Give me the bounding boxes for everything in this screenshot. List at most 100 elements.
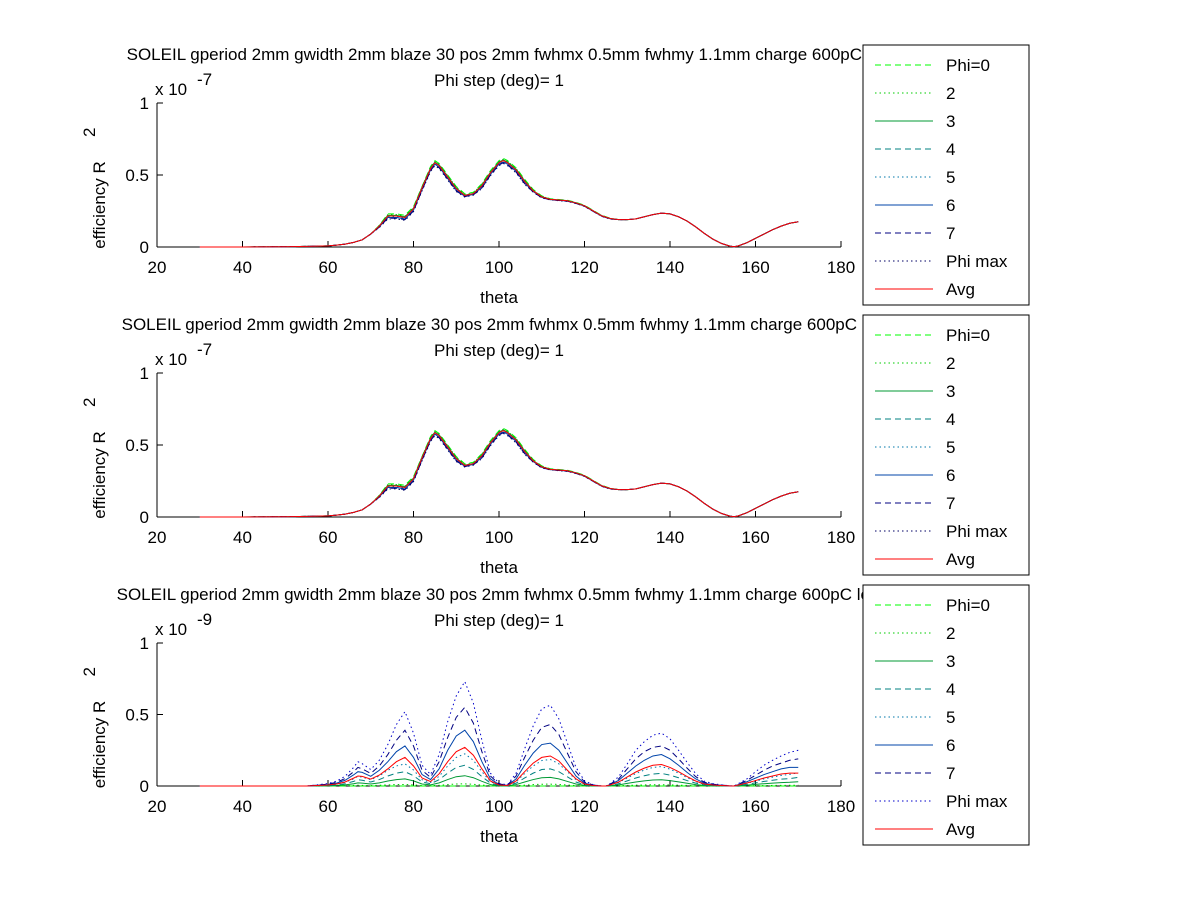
x-tick-label: 60 (319, 258, 338, 277)
legend-label: Avg (946, 820, 975, 839)
y-tick-label: 1 (140, 364, 149, 383)
x-tick-label: 180 (827, 258, 855, 277)
x-tick-label: 100 (485, 797, 513, 816)
legend-label: 3 (946, 112, 955, 131)
series-line-5 (199, 430, 799, 518)
y-tick-label: 0 (140, 777, 149, 796)
y-multiplier: x 10 (155, 350, 187, 369)
series-line-5 (199, 160, 799, 248)
y-axis-label-superscript: 2 (80, 667, 99, 676)
legend-label: 4 (946, 680, 955, 699)
y-tick-label: 0.5 (125, 436, 149, 455)
legend-label: 2 (946, 624, 955, 643)
y-tick-label: 0 (140, 508, 149, 527)
series-line-1 (199, 427, 799, 518)
legend-label: Phi max (946, 792, 1008, 811)
x-tick-label: 20 (148, 528, 167, 547)
x-tick-label: 180 (827, 797, 855, 816)
legend-label: 6 (946, 196, 955, 215)
legend-label: Phi=0 (946, 326, 990, 345)
y-axis-label: efficiency R (90, 431, 109, 519)
series-line-6 (199, 161, 799, 248)
series-line-1 (199, 157, 799, 248)
x-axis-label: theta (480, 288, 518, 307)
chart-subtitle: Phi step (deg)= 1 (434, 611, 564, 630)
legend-label: Avg (946, 550, 975, 569)
y-axis-label-superscript: 2 (80, 398, 99, 407)
y-tick-label: 0.5 (125, 706, 149, 725)
series-line-2 (199, 428, 799, 518)
x-tick-label: 140 (656, 528, 684, 547)
legend-label: 2 (946, 354, 955, 373)
series-line-7 (199, 162, 799, 248)
legend-label: 5 (946, 708, 955, 727)
legend-label: 3 (946, 382, 955, 401)
legend-label: 4 (946, 140, 955, 159)
legend-label: Avg (946, 280, 975, 299)
y-axis-label: efficiency R (90, 701, 109, 789)
legend-label: 5 (946, 168, 955, 187)
legend-label: 2 (946, 84, 955, 103)
series-line-8 (199, 162, 799, 248)
y-tick-label: 1 (140, 634, 149, 653)
legend-label: 5 (946, 438, 955, 457)
x-tick-label: 80 (404, 528, 423, 547)
series-line-9 (199, 430, 799, 518)
series-line-9 (199, 160, 799, 248)
legend-label: 6 (946, 466, 955, 485)
chart-title: SOLEIL gperiod 2mm gwidth 2mm blaze 30 p… (117, 585, 950, 604)
x-tick-label: 40 (233, 797, 252, 816)
x-tick-label: 20 (148, 797, 167, 816)
chart-subtitle: Phi step (deg)= 1 (434, 341, 564, 360)
legend-box (862, 584, 1030, 846)
x-axis-label: theta (480, 558, 518, 577)
x-tick-label: 160 (741, 258, 769, 277)
y-multiplier-exponent: -7 (197, 70, 212, 89)
series-line-8 (199, 432, 799, 518)
x-tick-label: 120 (570, 528, 598, 547)
y-tick-label: 0.5 (125, 166, 149, 185)
x-tick-label: 100 (485, 528, 513, 547)
x-tick-label: 40 (233, 258, 252, 277)
x-tick-label: 80 (404, 797, 423, 816)
y-tick-label: 0 (140, 238, 149, 257)
y-axis-label-group: efficiency R 2 (80, 398, 109, 519)
x-tick-label: 160 (741, 528, 769, 547)
series-line-7 (199, 706, 799, 787)
subplot-2: SOLEIL gperiod 2mm gwidth 2mm blaze 30 p… (80, 314, 1030, 577)
x-tick-label: 100 (485, 258, 513, 277)
x-axis-label: theta (480, 827, 518, 846)
legend-label: Phi=0 (946, 596, 990, 615)
legend-box (862, 314, 1030, 576)
series-line-4 (199, 160, 799, 248)
x-tick-label: 120 (570, 258, 598, 277)
legend-box (862, 44, 1030, 306)
chart-title: SOLEIL gperiod 2mm gwidth 2mm blaze 30 p… (122, 315, 955, 334)
y-multiplier: x 10 (155, 80, 187, 99)
x-tick-label: 120 (570, 797, 598, 816)
chart-subtitle: Phi step (deg)= 1 (434, 71, 564, 90)
y-axis-label-group: efficiency R 2 (80, 128, 109, 249)
x-tick-label: 60 (319, 528, 338, 547)
legend-label: 4 (946, 410, 955, 429)
legend-label: 7 (946, 494, 955, 513)
legend-label: Phi max (946, 522, 1008, 541)
subplot-1: SOLEIL gperiod 2mm gwidth 2mm blaze 30 p… (80, 44, 1030, 307)
legend-label: 7 (946, 764, 955, 783)
y-axis-label-group: efficiency R 2 (80, 667, 109, 788)
series-line-4 (199, 430, 799, 518)
series-line-6 (199, 729, 799, 787)
series-line-6 (199, 431, 799, 518)
x-tick-label: 140 (656, 258, 684, 277)
legend: Phi=0 2 3 4 5 6 7 Phi max Avg (862, 584, 1030, 846)
legend: Phi=0 2 3 4 5 6 7 Phi max Avg (862, 44, 1030, 306)
legend: Phi=0 2 3 4 5 6 7 Phi max Avg (862, 314, 1030, 576)
y-multiplier: x 10 (155, 620, 187, 639)
subplot-3: SOLEIL gperiod 2mm gwidth 2mm blaze 30 p… (80, 584, 1030, 846)
legend-label: 3 (946, 652, 955, 671)
x-tick-label: 60 (319, 797, 338, 816)
series-line-7 (199, 432, 799, 518)
series-line-8 (199, 680, 799, 787)
legend-label: 6 (946, 736, 955, 755)
